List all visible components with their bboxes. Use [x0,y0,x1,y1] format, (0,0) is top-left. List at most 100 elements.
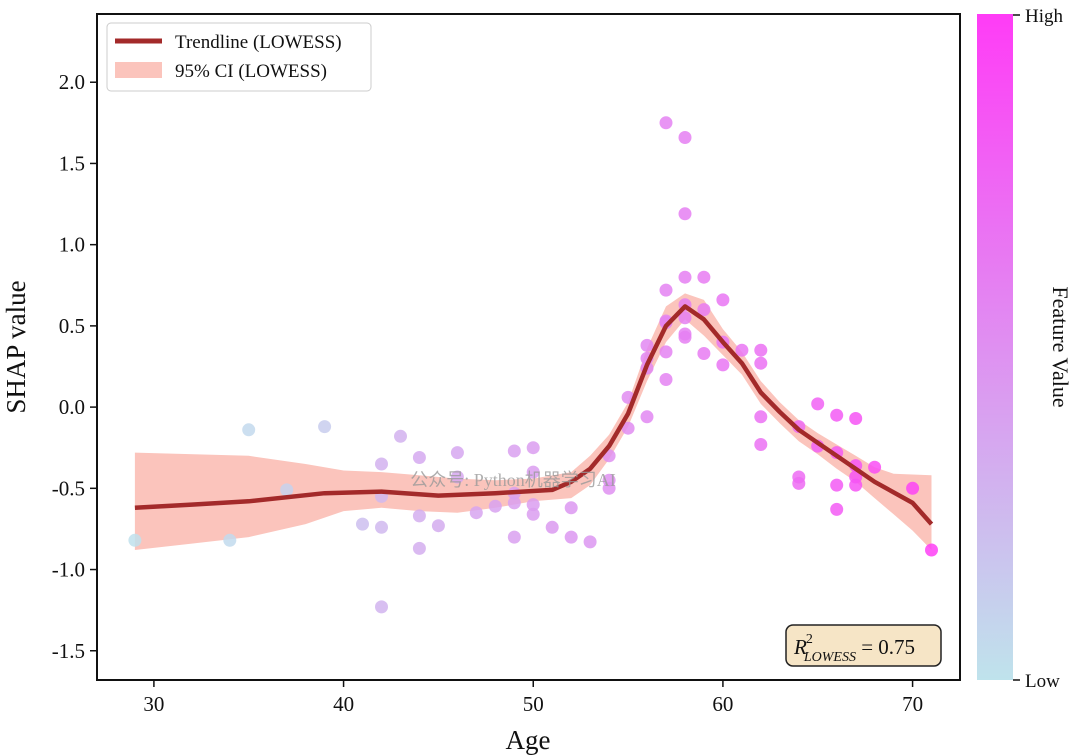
data-point [754,343,768,357]
data-point [526,498,540,512]
data-point [488,499,502,513]
data-point [526,507,540,521]
data-point [242,423,256,437]
data-point [925,543,938,557]
data-point [469,506,483,520]
data-point [849,478,863,492]
data-point [564,530,578,544]
r2-superscript: 2 [806,632,813,647]
r2-subscript: LOWESS [803,650,856,665]
data-point [545,520,559,534]
data-point [621,421,635,435]
r2-annotation: R2 LOWESS = 0.75 [785,624,942,667]
data-point [375,457,388,471]
x-axis-label: Age [506,725,551,755]
data-point [716,293,730,307]
data-point [659,116,673,130]
data-point [830,502,844,516]
data-point [375,520,388,534]
data-point [640,410,654,424]
data-point [659,283,673,297]
r2-box [785,624,942,667]
data-point [602,481,616,495]
data-point [811,397,825,411]
data-point [412,451,426,464]
colorbar-low-label: Low [1025,671,1060,692]
r2-symbol: R [793,635,807,659]
y-tick-label: 1.5 [59,151,85,175]
y-tick-label: 0.5 [59,314,85,338]
data-point [716,358,730,372]
data-point [507,496,521,510]
data-point [280,483,294,497]
legend-entry-ci: 95% CI (LOWESS) [175,61,327,82]
x-tick-label: 60 [712,692,733,716]
x-tick-label: 40 [333,692,354,716]
colorbar: High Low Feature Value [977,6,1073,692]
data-point [678,207,692,221]
y-tick-label: -1.0 [52,558,85,582]
data-point [678,131,692,144]
y-axis: 2.0 1.5 1.0 0.5 0.0 -0.5 -1.0 -1.5 [52,70,97,663]
data-point [394,429,407,443]
data-point [564,501,578,515]
data-point [678,270,692,284]
data-point [507,444,521,458]
data-point [450,470,464,484]
data-point [678,330,692,344]
plot-frame [96,13,961,681]
data-point [412,541,426,555]
data-point [507,530,521,544]
data-point [640,338,654,352]
data-point [697,303,711,317]
data-point [830,408,844,422]
data-point [375,600,388,614]
data-point [526,441,540,455]
colorbar-high-label: High [1025,6,1064,27]
data-point [659,345,673,359]
legend-ci-swatch [115,62,162,78]
data-point [678,311,692,325]
watermark-text: 公众号: Python机器学习AI [410,470,616,490]
data-point [792,476,806,490]
data-point [849,412,863,425]
data-point [318,420,332,434]
data-point [583,535,597,549]
x-tick-label: 30 [143,692,164,716]
trend-layer [134,304,934,526]
data-point [450,446,464,460]
data-point [412,509,426,523]
data-point [830,478,844,492]
trendline [134,304,934,526]
legend: Trendline (LOWESS) 95% CI (LOWESS) [106,22,372,92]
ci-band [134,293,932,550]
data-point [128,533,142,547]
data-point [906,481,920,495]
colorbar-bar [977,14,1013,680]
r2-label: R2 LOWESS = 0.75 [793,632,915,665]
data-point [735,343,749,357]
data-point [754,438,768,451]
r2-value: = 0.75 [856,635,915,659]
legend-frame [106,22,372,92]
data-point [697,347,711,360]
data-point [754,356,768,370]
legend-entry-trendline: Trendline (LOWESS) [175,32,342,53]
data-point [754,410,768,424]
ci-layer [134,293,932,550]
data-point [526,465,540,479]
y-tick-label: -1.5 [52,639,85,663]
data-point [868,460,882,474]
data-point [356,517,369,531]
x-axis: 30 40 50 60 70 [143,680,923,716]
colorbar-title: Feature Value [1048,286,1073,407]
x-tick-label: 70 [902,692,923,716]
y-tick-label: 2.0 [59,70,85,94]
y-tick-label: 1.0 [59,233,85,257]
x-tick-label: 50 [523,692,544,716]
y-tick-label: 0.0 [59,395,85,419]
data-point [697,270,711,284]
y-tick-label: -0.5 [52,476,85,500]
data-point [223,533,237,547]
